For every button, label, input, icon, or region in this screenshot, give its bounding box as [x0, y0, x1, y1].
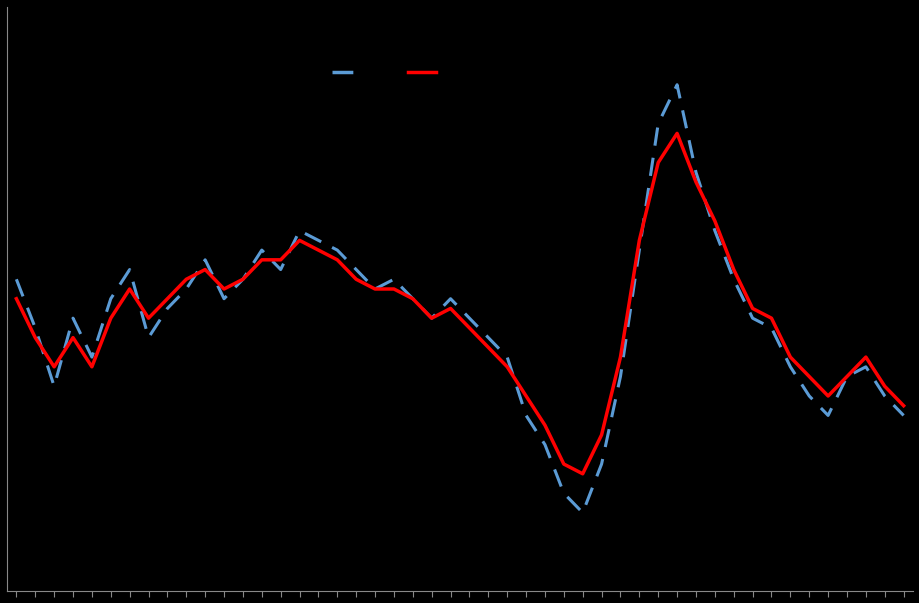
- Legend: , : ,: [326, 60, 448, 86]
